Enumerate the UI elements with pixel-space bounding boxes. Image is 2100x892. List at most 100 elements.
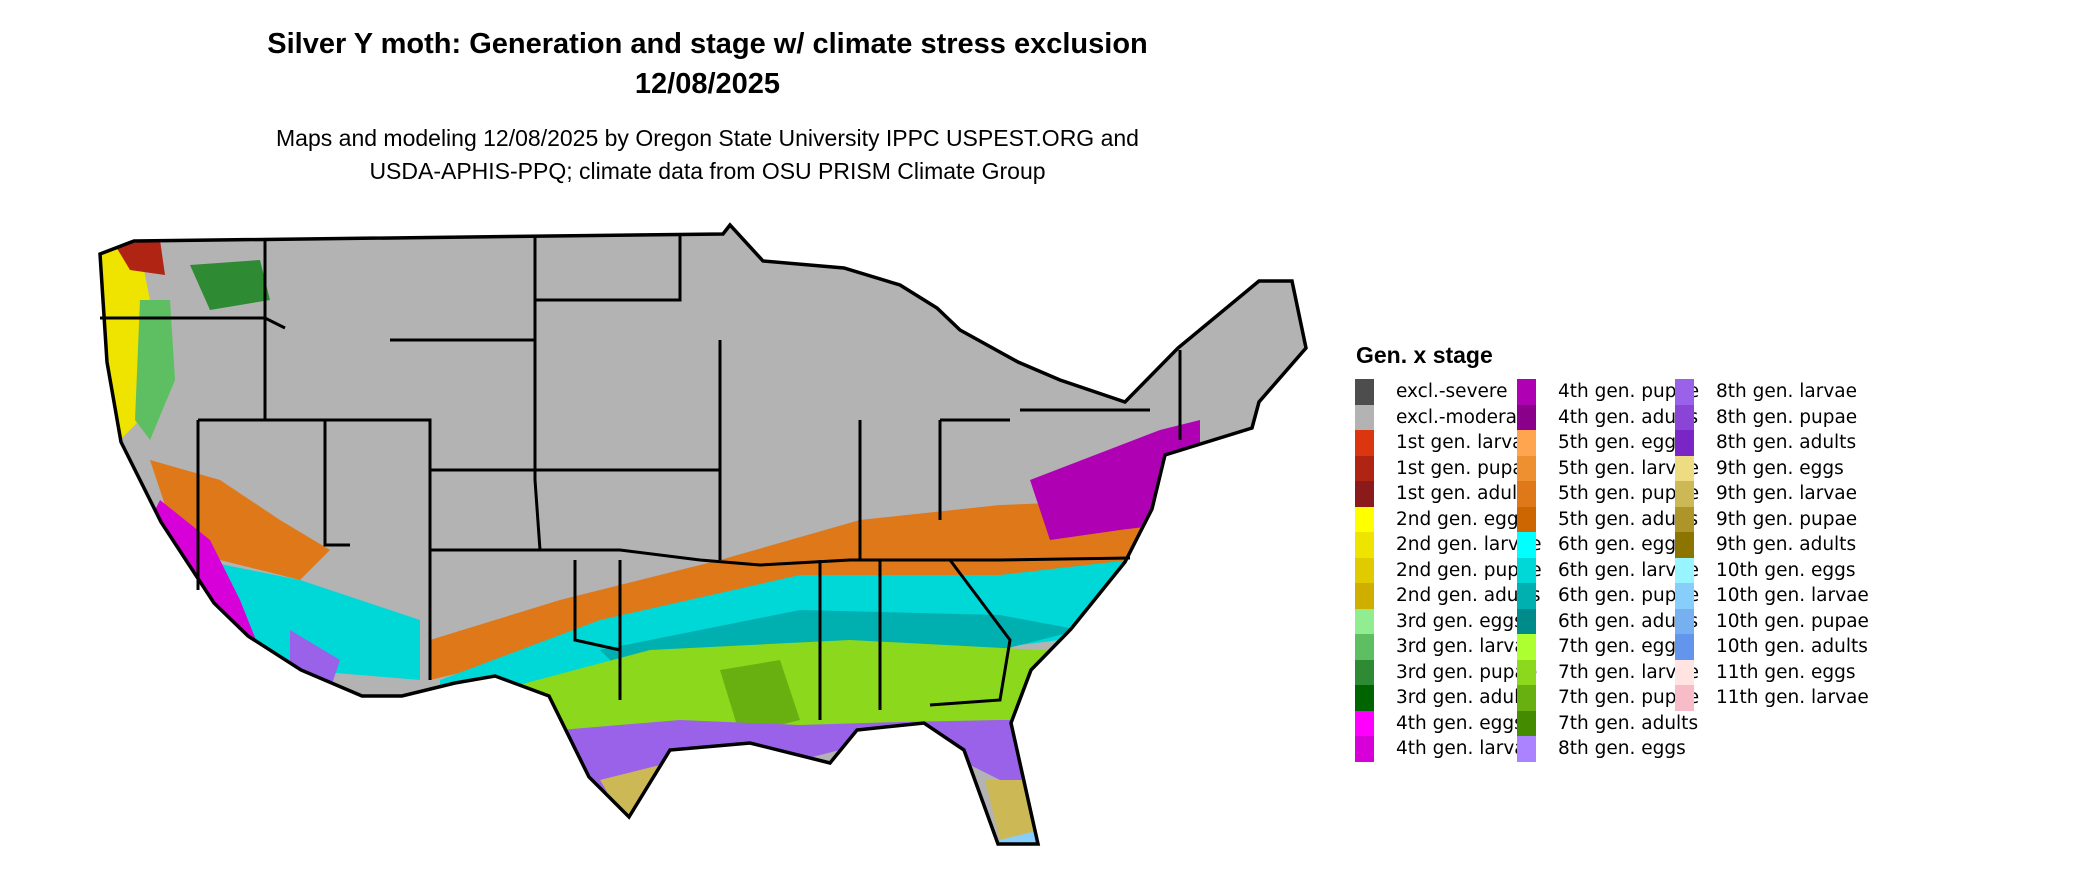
legend-item: 1st gen. pupae: [1355, 455, 1536, 481]
us-border: [98, 222, 1308, 846]
legend-swatch: [1675, 608, 1694, 634]
legend-item: 8th gen. larvae: [1675, 379, 1857, 405]
legend-item: 1st gen. adults: [1355, 481, 1534, 507]
legend-swatch: [1675, 430, 1694, 456]
legend-item: 10th gen. adults: [1675, 634, 1868, 660]
legend-label: 3rd gen. adults: [1396, 687, 1537, 709]
legend-item: 7th gen. pupae: [1517, 685, 1699, 711]
legend-label: 1st gen. adults: [1396, 483, 1534, 505]
legend-item: 4th gen. larvae: [1355, 736, 1537, 762]
legend-item: 9th gen. adults: [1675, 532, 1856, 558]
legend-swatch: [1675, 481, 1694, 507]
legend-swatch: [1355, 404, 1374, 430]
legend-swatch: [1517, 506, 1536, 532]
legend-swatch: [1675, 506, 1694, 532]
legend-item: 4th gen. eggs: [1355, 710, 1524, 736]
legend-swatch: [1355, 481, 1374, 507]
zone-3rd-gen-coast: [135, 300, 175, 440]
legend-item: 11th gen. eggs: [1675, 659, 1856, 685]
legend-label: 5th gen. larvae: [1558, 457, 1699, 479]
legend-label: 8th gen. adults: [1716, 432, 1857, 454]
legend-title: Gen. x stage: [1356, 342, 1493, 368]
legend-item: 7th gen. larvae: [1517, 659, 1699, 685]
legend-swatch: [1517, 736, 1536, 762]
legend-label: 1st gen. pupae: [1396, 457, 1536, 479]
legend-label: 6th gen. larvae: [1558, 559, 1699, 581]
zone-5th-gen-sw: [150, 460, 330, 580]
legend-item: 6th gen. larvae: [1517, 557, 1699, 583]
legend-label: 10th gen. eggs: [1716, 559, 1856, 581]
legend-label: 4th gen. adults: [1558, 406, 1699, 428]
legend-swatch: [1675, 634, 1694, 660]
legend-swatch: [1675, 557, 1694, 583]
zone-1st-gen-wa: [115, 240, 165, 275]
legend-label: 10th gen. larvae: [1716, 585, 1869, 607]
legend-swatch: [1675, 685, 1694, 711]
legend-item: 2nd gen. adults: [1355, 583, 1541, 609]
legend-label: 8th gen. pupae: [1716, 406, 1858, 428]
legend-item: 2nd gen. pupae: [1355, 557, 1542, 583]
legend-label: 8th gen. eggs: [1558, 738, 1686, 760]
legend-label: 2nd gen. larvae: [1396, 534, 1542, 556]
legend-swatch: [1355, 634, 1374, 660]
legend-label: 9th gen. pupae: [1716, 508, 1858, 530]
legend-item: 5th gen. pupae: [1517, 481, 1699, 507]
legend-label: 6th gen. pupae: [1558, 585, 1700, 607]
legend-item: 1st gen. larvae: [1355, 430, 1535, 456]
legend-label: 7th gen. adults: [1558, 712, 1699, 734]
legend-swatch: [1675, 404, 1694, 430]
legend-swatch: [1355, 685, 1374, 711]
legend-label: 11th gen. larvae: [1716, 687, 1869, 709]
legend-item: 2nd gen. larvae: [1355, 532, 1541, 558]
legend-label: excl.-severe: [1396, 381, 1508, 403]
legend-item: 9th gen. larvae: [1675, 481, 1857, 507]
zone-3rd-gen-wa: [190, 260, 270, 310]
legend-label: 5th gen. eggs: [1558, 432, 1686, 454]
legend-swatch: [1517, 455, 1536, 481]
state-borders: [100, 235, 1182, 720]
zone-7th-gen-pupae: [720, 660, 800, 735]
legend-label: 10th gen. pupae: [1716, 610, 1869, 632]
legend-item: 2nd gen. eggs: [1355, 506, 1528, 532]
legend-item: 5th gen. adults: [1517, 506, 1698, 532]
legend-label: 4th gen. eggs: [1396, 712, 1524, 734]
legend-swatch: [1355, 532, 1374, 558]
legend-item: 6th gen. eggs: [1517, 532, 1686, 558]
legend-swatch: [1517, 557, 1536, 583]
legend-swatch: [1355, 710, 1374, 736]
legend-label: 9th gen. larvae: [1716, 483, 1857, 505]
legend-item: 3rd gen. larvae: [1355, 634, 1537, 660]
legend-swatch: [1675, 583, 1694, 609]
map-title: Silver Y moth: Generation and stage w/ c…: [267, 28, 1148, 60]
legend-swatch: [1355, 430, 1374, 456]
legend-label: 8th gen. larvae: [1716, 381, 1857, 403]
legend-swatch: [1517, 404, 1536, 430]
legend-label: 3rd gen. larvae: [1396, 636, 1538, 658]
legend-label: 6th gen. eggs: [1558, 534, 1686, 556]
map-date: 12/08/2025: [634, 68, 781, 100]
legend-item: 5th gen. larvae: [1517, 455, 1699, 481]
legend-label: excl.-moderate: [1396, 406, 1536, 428]
legend-label: 7th gen. eggs: [1558, 636, 1686, 658]
legend-item: 3rd gen. adults: [1355, 685, 1536, 711]
legend-swatch: [1675, 455, 1694, 481]
legend-item: excl.-moderate: [1355, 404, 1536, 430]
legend-swatch: [1517, 710, 1536, 736]
legend-label: 7th gen. pupae: [1558, 687, 1700, 709]
legend-label: 2nd gen. adults: [1396, 585, 1541, 607]
zone-10th-gen-fl: [1000, 830, 1045, 844]
legend-item: 10th gen. pupae: [1675, 608, 1869, 634]
legend-label: 6th gen. adults: [1558, 610, 1699, 632]
legend-swatch: [1355, 557, 1374, 583]
legend-item: 4th gen. adults: [1517, 404, 1699, 430]
legend-swatch: [1675, 379, 1694, 405]
legend-swatch: [1675, 659, 1694, 685]
legend-swatch: [1517, 379, 1536, 405]
legend-label: 4th gen. pupae: [1558, 381, 1700, 403]
legend-label: 3rd gen. pupae: [1396, 661, 1538, 683]
legend-item: 3rd gen. pupae: [1355, 659, 1538, 685]
legend-label: 9th gen. adults: [1716, 534, 1857, 556]
legend-swatch: [1517, 532, 1536, 558]
